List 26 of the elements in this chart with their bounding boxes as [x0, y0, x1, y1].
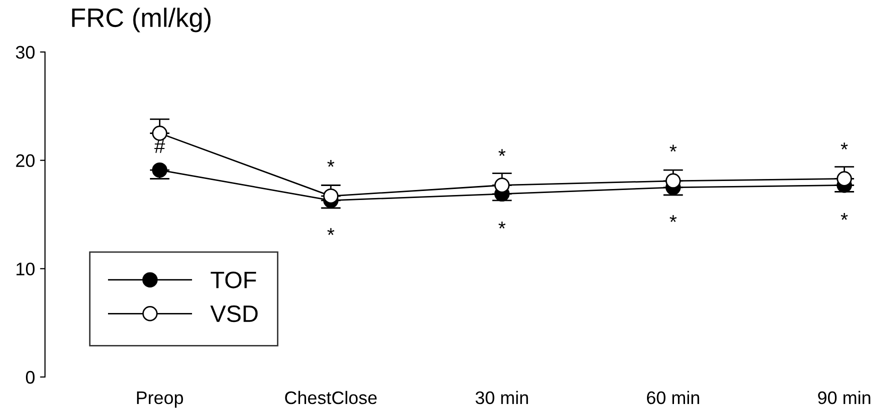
- point: [494, 178, 510, 193]
- y-tick-label: 0: [26, 370, 35, 384]
- annotation: *: [498, 149, 506, 156]
- annotation: *: [670, 144, 677, 152]
- point: [323, 188, 338, 204]
- point: [152, 126, 168, 141]
- y-tick-label: 20: [16, 154, 35, 168]
- x-tick-label: 60 min: [646, 390, 700, 404]
- x-tick-label: 90 min: [818, 390, 870, 404]
- x-tick-label: ChestClose: [285, 390, 377, 404]
- annotation: *: [840, 142, 848, 150]
- x-tick-label: 30 min: [476, 390, 528, 404]
- legend-label: TOF: [210, 272, 256, 288]
- annotation: *: [840, 213, 848, 220]
- legend-label: VSD: [210, 305, 258, 322]
- point: [836, 171, 852, 186]
- y-tick-label: 30: [16, 46, 35, 59]
- y-tick-label: 10: [16, 262, 35, 276]
- annotation: *: [670, 215, 677, 222]
- annotation: *: [498, 222, 506, 229]
- point: [666, 173, 681, 189]
- annotation: *: [327, 228, 334, 236]
- annotation: #: [154, 140, 165, 153]
- chart-title: FRC (ml/kg): [72, 8, 211, 32]
- x-tick-label: Preop: [137, 392, 184, 408]
- annotation: *: [327, 160, 334, 167]
